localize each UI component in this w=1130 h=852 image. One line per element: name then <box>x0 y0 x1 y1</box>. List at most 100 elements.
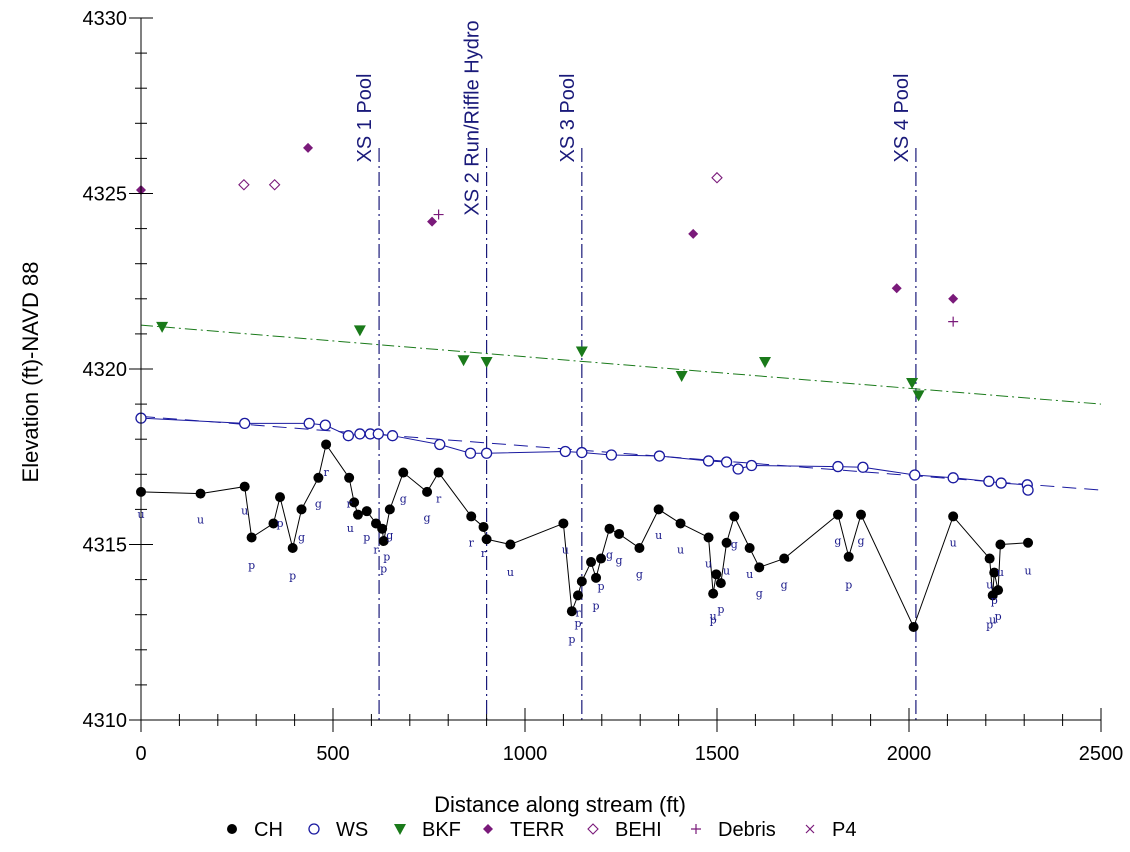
ch-point-47 <box>843 551 854 562</box>
x-tick-label-1500: 1500 <box>695 743 740 765</box>
ch-point-53 <box>989 567 1000 578</box>
ws-point-3 <box>319 419 331 431</box>
code-label-32: p <box>986 619 993 632</box>
ch-point-18 <box>398 467 409 478</box>
ws-point-5 <box>354 428 366 440</box>
y-axis-title: Elevation (ft)-NAVD 88 <box>18 262 43 483</box>
ch-point-38 <box>708 588 719 599</box>
code-label-18: p <box>276 517 283 530</box>
code-label-9: u <box>723 564 730 577</box>
legend-label-p4: P4 <box>832 819 856 841</box>
ch-point-12 <box>352 509 363 520</box>
legend-marker-behi <box>587 823 599 835</box>
bkf-point-0 <box>156 321 169 333</box>
code-label-20: p <box>363 531 370 544</box>
series-debris <box>433 209 959 327</box>
ch-point-30 <box>591 572 602 583</box>
legend-item-ws: WS <box>308 819 368 841</box>
ws-point-10 <box>464 447 477 459</box>
code-label-28: p <box>717 603 724 616</box>
ch-point-43 <box>744 543 755 554</box>
debris-point-1 <box>948 316 959 327</box>
terr-point-2 <box>427 216 438 227</box>
code-label-49: g <box>756 587 763 600</box>
ch-point-9 <box>321 439 332 450</box>
legend-item-p4: P4 <box>805 819 856 841</box>
code-label-7: u <box>677 543 684 556</box>
ch-point-21 <box>466 511 477 522</box>
code-label-41: g <box>315 498 322 511</box>
ch-point-55 <box>995 539 1006 550</box>
ch-point-24 <box>505 539 516 550</box>
behi-point-0 <box>238 178 250 191</box>
ch-point-36 <box>675 518 686 529</box>
y-tick-label-4320: 4320 <box>83 359 128 381</box>
ch-point-1 <box>195 488 206 499</box>
ch-point-15 <box>377 523 388 534</box>
ws-point-1 <box>239 417 251 430</box>
legend: CH WS BKF TERR BEHI Debris P4 <box>227 819 856 841</box>
code-label-17: p <box>248 559 255 572</box>
ws-point-18 <box>732 463 744 475</box>
ws-point-19 <box>745 459 758 472</box>
y-tick-label-4325: 4325 <box>83 184 128 206</box>
ch-point-40 <box>715 578 726 589</box>
code-label-2: u <box>241 505 248 518</box>
code-label-43: g <box>400 492 407 505</box>
behi-point-1 <box>268 178 281 191</box>
code-label-42: g <box>386 529 393 542</box>
legend-label-ws: WS <box>336 819 368 841</box>
x-tick-label-1000: 1000 <box>503 743 548 765</box>
code-label-47: g <box>636 568 643 581</box>
code-label-34: r <box>346 498 352 511</box>
code-label-14: u <box>997 566 1004 579</box>
y-tick-label-4315: 4315 <box>83 535 128 557</box>
code-label-35: r <box>373 543 379 556</box>
code-label-5: u <box>562 543 569 556</box>
ch-point-11 <box>349 497 360 508</box>
ws-point-16 <box>702 455 715 467</box>
ch-point-50 <box>948 511 959 522</box>
ch-point-46 <box>832 509 843 520</box>
xs-label-3: XS 3 Pool <box>557 74 579 163</box>
bkf-point-8 <box>912 390 925 402</box>
ch-point-22 <box>478 521 489 532</box>
ch-point-26 <box>566 606 577 617</box>
ch-point-7 <box>296 504 307 515</box>
series-ws <box>135 412 1034 496</box>
code-label-29: p <box>845 578 852 591</box>
code-label-19: p <box>289 570 296 583</box>
bkf-point-4 <box>575 346 588 358</box>
ch-point-31 <box>596 553 607 564</box>
code-label-36: r <box>436 492 442 505</box>
code-label-31: p <box>995 610 1002 623</box>
terr-point-3 <box>688 228 699 239</box>
code-label-44: g <box>424 512 431 525</box>
ws-point-4 <box>342 430 355 442</box>
ws-point-24 <box>983 475 995 487</box>
code-label-23: p <box>568 633 575 646</box>
legend-marker-ch <box>227 824 237 834</box>
ws-point-2 <box>303 417 315 430</box>
ch-point-51 <box>984 553 995 564</box>
code-label-46: g <box>616 554 623 567</box>
code-label-12: u <box>950 536 957 549</box>
code-label-22: p <box>383 550 390 563</box>
code-label-10: u <box>746 568 753 581</box>
ch-point-16 <box>378 535 389 546</box>
ch-point-13 <box>361 506 372 517</box>
code-label-37: r <box>469 536 475 549</box>
code-label-50: g <box>781 578 788 591</box>
x-tick-label-2000: 2000 <box>887 743 932 765</box>
ws-point-23 <box>947 472 959 484</box>
ch-point-49 <box>908 621 919 632</box>
legend-marker-p4 <box>805 824 815 834</box>
code-label-39: r <box>575 606 581 619</box>
ws-point-21 <box>857 461 869 473</box>
ch-point-45 <box>779 553 790 564</box>
ws-point-12 <box>559 445 571 458</box>
code-label-11: u <box>710 610 717 623</box>
xs-label-2: XS 2 Run/Riffle Hydro <box>462 20 484 215</box>
bkf-point-7 <box>906 378 919 390</box>
ch-point-4 <box>268 518 279 529</box>
